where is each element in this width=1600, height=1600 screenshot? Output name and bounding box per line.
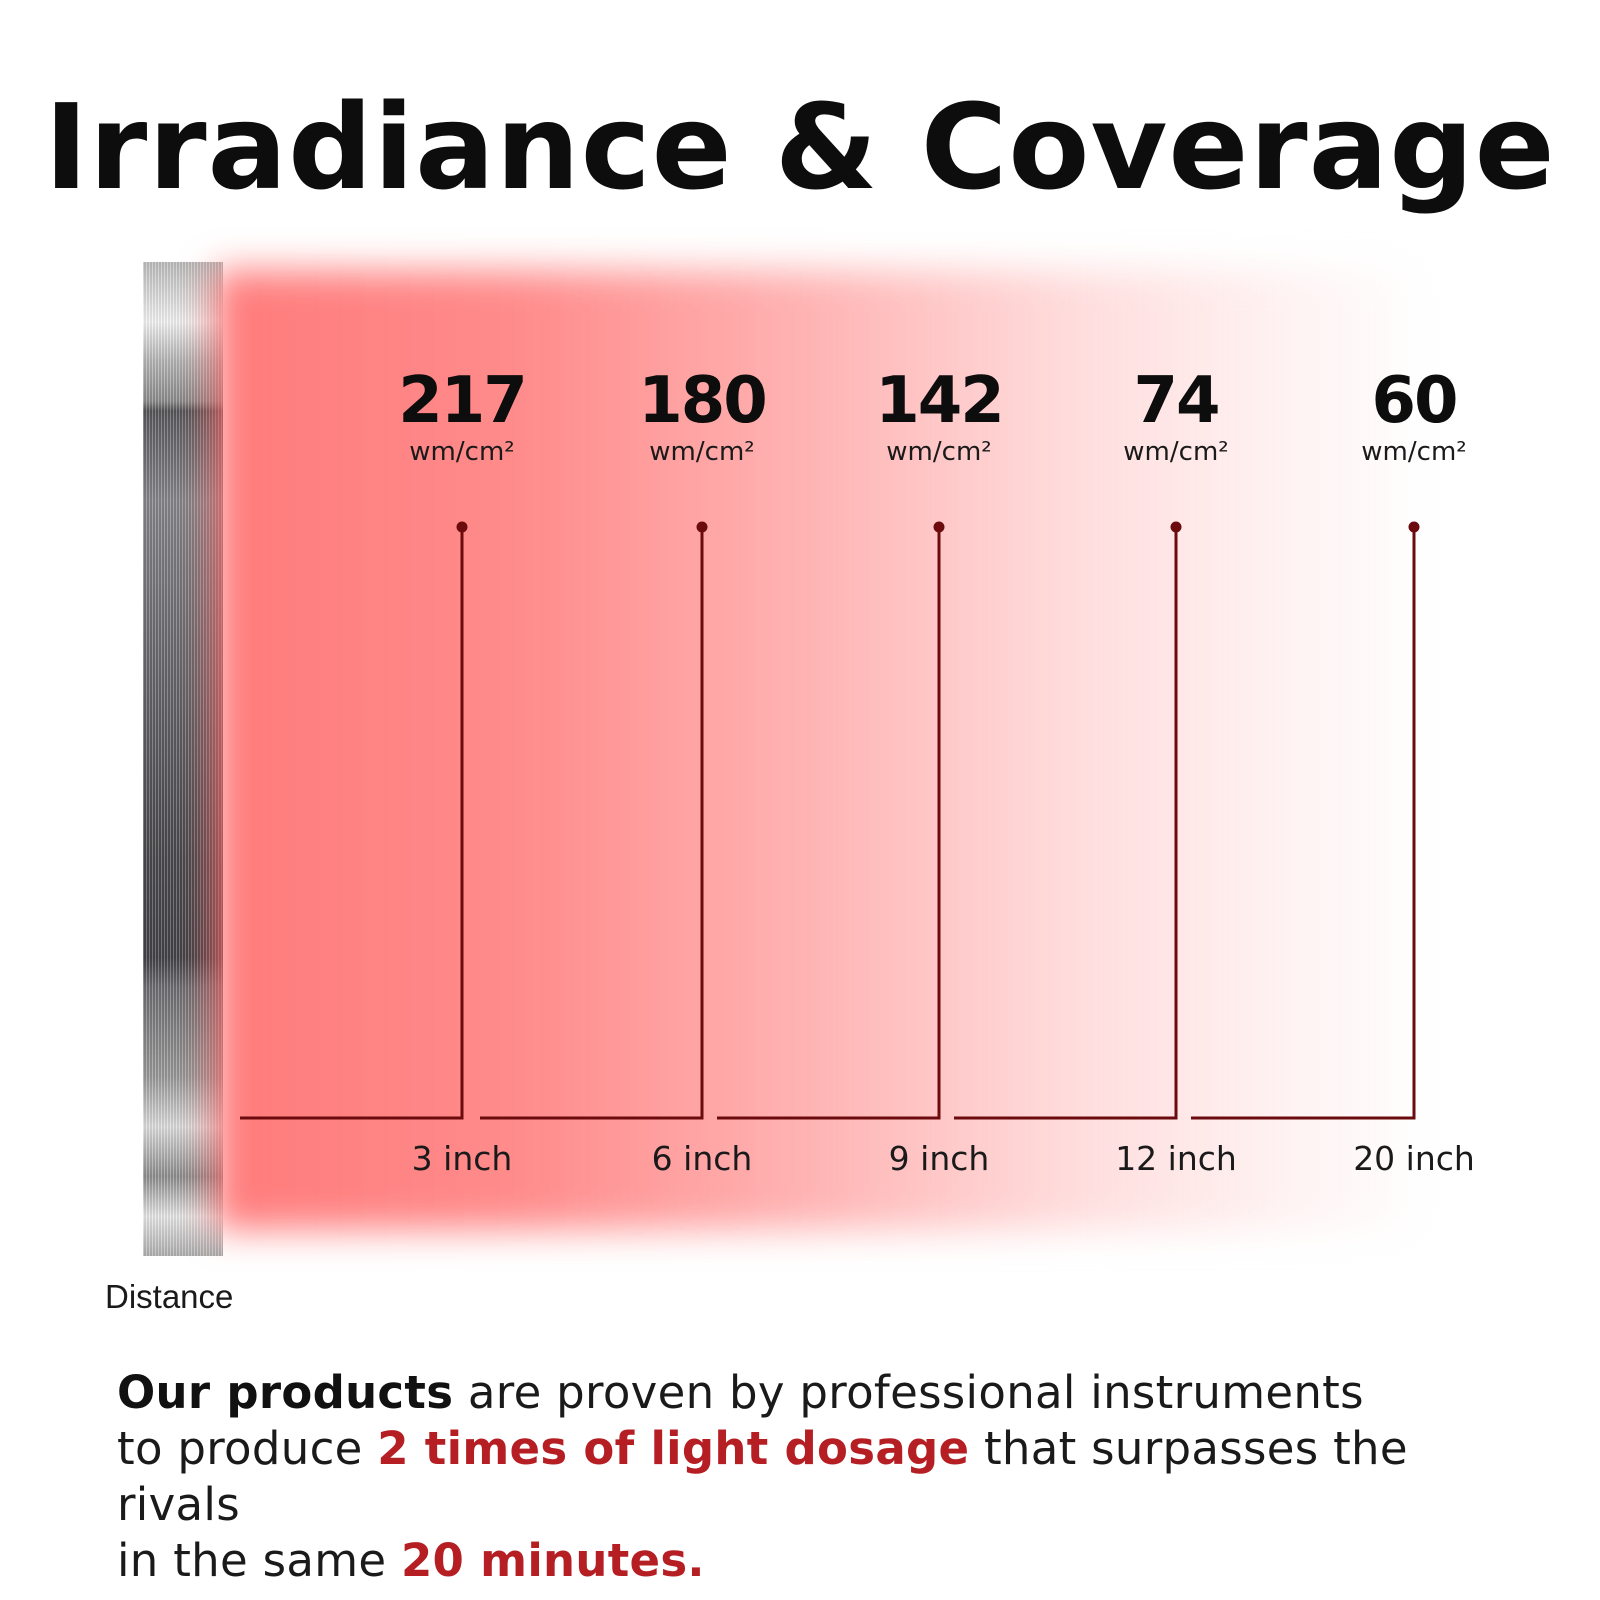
marker-dot: [933, 521, 945, 533]
description-text: are proven by professional instruments: [453, 1366, 1364, 1419]
marker-dot: [1170, 521, 1182, 533]
category-label: 3 inch: [412, 1139, 513, 1178]
value-label: 142: [875, 364, 1003, 438]
description-line-3: in the same 20 minutes.: [117, 1533, 1517, 1589]
unit-label: wm/cm²: [409, 437, 514, 467]
description-text: to produce: [117, 1422, 378, 1475]
value-label: 180: [638, 364, 766, 438]
red-light-glow: [215, 270, 1415, 1230]
description-paragraph: Our products are proven by professional …: [117, 1365, 1517, 1589]
unit-label: wm/cm²: [649, 437, 754, 467]
page-title: Irradiance & Coverage: [44, 78, 1556, 216]
category-label: 6 inch: [652, 1139, 753, 1178]
unit-label: wm/cm²: [1123, 437, 1228, 467]
category-label: 12 inch: [1115, 1139, 1237, 1178]
unit-label: wm/cm²: [886, 437, 991, 467]
marker-dot: [696, 521, 708, 533]
category-label: 20 inch: [1353, 1139, 1475, 1178]
light-panel-device: [143, 262, 223, 1256]
value-label: 74: [1133, 364, 1218, 438]
description-highlight: 2 times of light dosage: [377, 1422, 970, 1475]
description-line-2: to produce 2 times of light dosage that …: [117, 1421, 1517, 1533]
marker-dot: [1408, 521, 1420, 533]
description-text: that surpasses the rivals: [117, 1422, 1408, 1531]
description-line-1: Our products are proven by professional …: [117, 1365, 1517, 1421]
description-text: in the same: [117, 1534, 401, 1587]
x-axis-label: Distance: [105, 1278, 234, 1315]
description-bold: Our products: [117, 1366, 454, 1419]
value-label: 60: [1371, 364, 1456, 438]
marker-dot: [456, 521, 468, 533]
value-label: 217: [398, 364, 526, 438]
unit-label: wm/cm²: [1361, 437, 1466, 467]
category-label: 9 inch: [889, 1139, 990, 1178]
description-highlight: 20 minutes.: [400, 1534, 705, 1587]
